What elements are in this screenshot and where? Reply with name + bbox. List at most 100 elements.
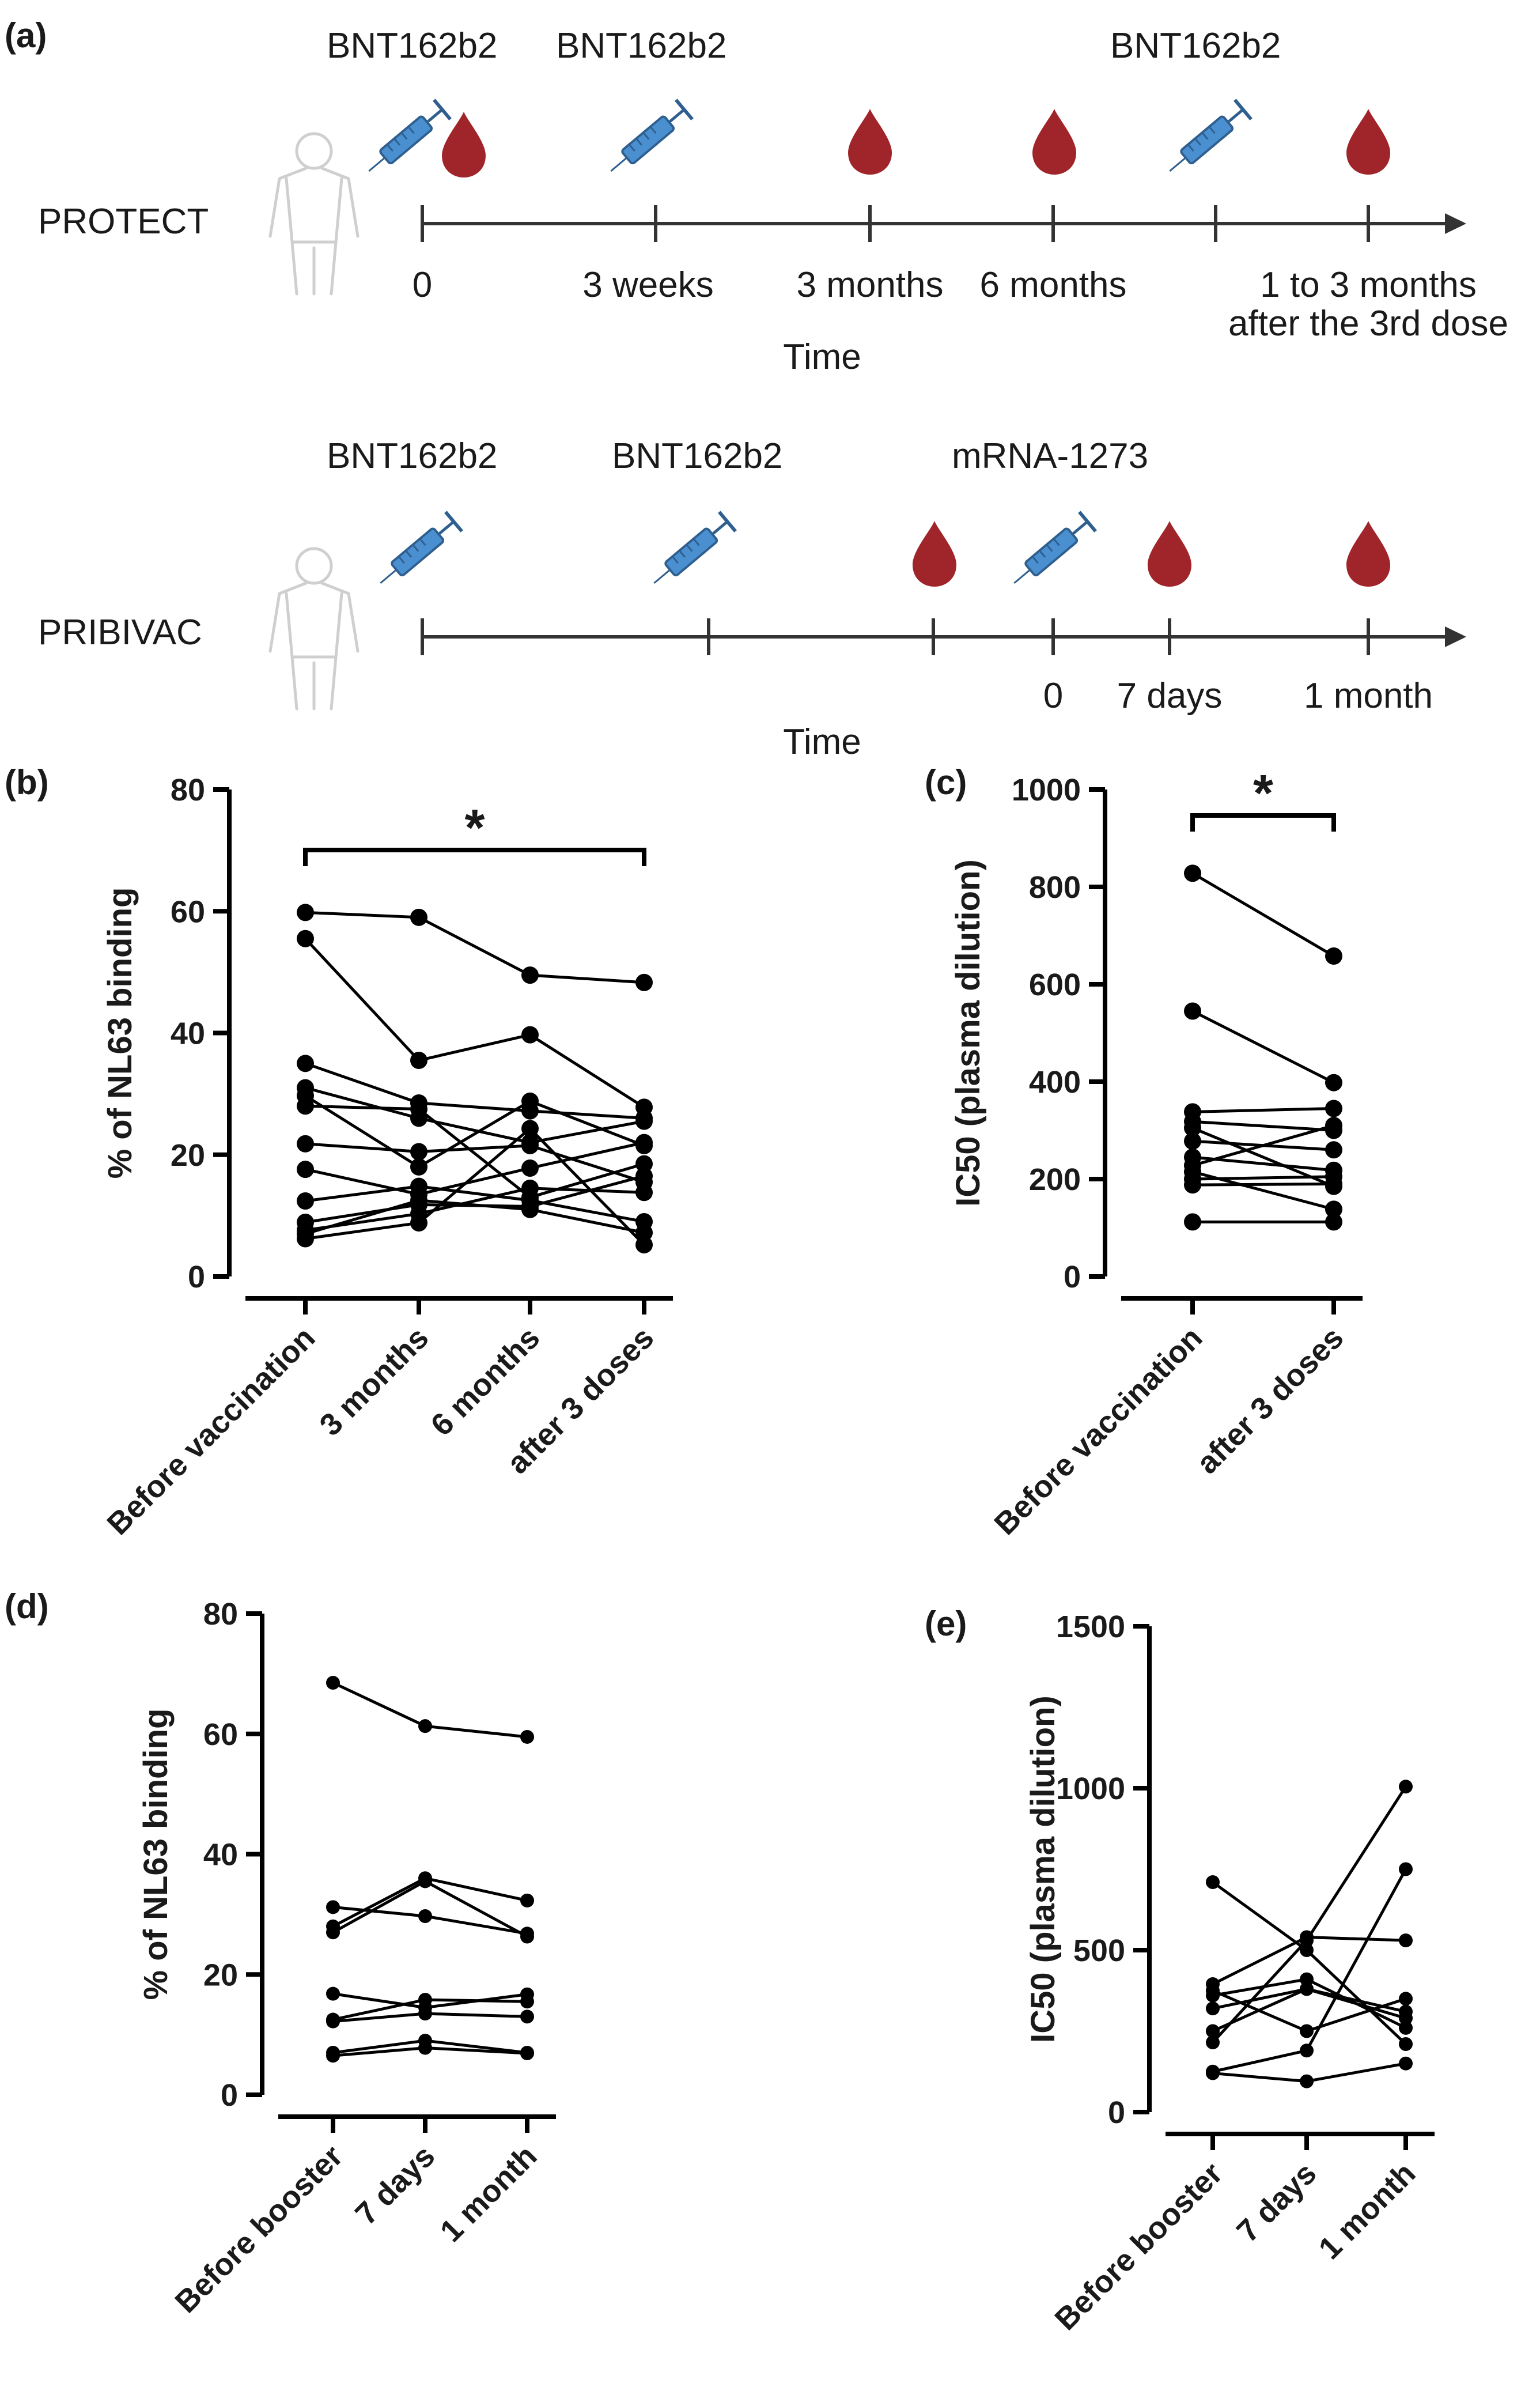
data-point (520, 2010, 534, 2024)
data-point (1206, 2001, 1220, 2016)
protect-time-3w: 3 weeks (582, 265, 713, 305)
data-point (1300, 2074, 1314, 2088)
blood-drop-icon (1346, 109, 1390, 175)
data-point (635, 1184, 653, 1202)
person-icon (270, 549, 358, 709)
data-point (1399, 1992, 1413, 2006)
protect-cohort-label: PROTECT (38, 202, 209, 241)
data-point (1300, 1982, 1314, 1996)
data-point (520, 1893, 534, 1907)
panel-label: (d) (5, 1587, 49, 1626)
data-point (1325, 1074, 1342, 1091)
data-point (410, 1100, 427, 1118)
protect-time-3m: 3 months (796, 265, 943, 305)
data-point (1399, 2037, 1413, 2051)
y-axis-title: % of NL63 binding (137, 1709, 175, 2000)
data-point (635, 1155, 653, 1173)
pribivac-vaccine-2: BNT162b2 (612, 436, 782, 476)
blood-drop-icon (442, 112, 486, 177)
x-category-label: 3 months (313, 1320, 435, 1442)
data-point (418, 1719, 432, 1733)
data-point (635, 1167, 653, 1185)
x-category-label: Before booster (1048, 2156, 1229, 2337)
data-point (521, 966, 539, 984)
series-line (305, 1174, 645, 1224)
series-line (1191, 1010, 1335, 1084)
data-point (1399, 2056, 1413, 2071)
data-point (1184, 1119, 1201, 1137)
y-tick-label: 40 (203, 1838, 238, 1872)
x-category-label: 7 days (349, 2139, 441, 2231)
data-point (410, 1177, 427, 1195)
data-point (521, 1092, 539, 1110)
series-line (304, 938, 645, 1109)
data-point (410, 1158, 427, 1176)
y-tick-label: 200 (1029, 1162, 1081, 1197)
chart-c: (c) 0 200 400 600 800 1000 Before vaccinationaf… (925, 763, 1363, 1542)
series-line (305, 1142, 645, 1184)
protect-vaccine-3: BNT162b2 (1110, 26, 1281, 66)
panel-label: (b) (5, 763, 49, 802)
data-point (410, 1052, 427, 1070)
person-icon (270, 134, 358, 294)
data-point (1325, 1213, 1342, 1231)
data-point (410, 1191, 427, 1209)
blood-drop-icon (848, 109, 892, 175)
data-point (521, 1179, 539, 1197)
data-point (1206, 2066, 1220, 2080)
data-point (297, 1135, 314, 1153)
protect-axis-title: Time (783, 337, 861, 377)
data-point (297, 1055, 314, 1072)
data-point (520, 1995, 534, 2009)
protect-time-post3-line1: 1 to 3 months (1260, 265, 1477, 305)
data-point (297, 1192, 314, 1210)
data-point (326, 1676, 340, 1690)
data-point (326, 1900, 340, 1914)
series-line (305, 911, 645, 984)
y-tick-label: 40 (171, 1017, 205, 1051)
pribivac-time-1m: 1 month (1304, 676, 1433, 716)
data-point (521, 1136, 539, 1154)
pribivac-time-0: 0 (1043, 676, 1063, 716)
data-point (1399, 1933, 1413, 1948)
data-point (1325, 1175, 1342, 1193)
x-category-label: 1 month (434, 2139, 544, 2249)
data-point (1300, 2024, 1314, 2038)
pribivac-cohort-label: PRIBIVAC (38, 613, 202, 652)
blood-drop-icon (1148, 521, 1191, 587)
y-tick-label: 400 (1029, 1065, 1081, 1100)
series-line (305, 1141, 645, 1196)
y-tick-label: 20 (171, 1138, 205, 1173)
data-point (1300, 2044, 1314, 2058)
x-category-label: 1 month (1312, 2156, 1422, 2266)
panel-a-label: (a) (5, 16, 47, 55)
pribivac-vaccine-3: mRNA-1273 (952, 436, 1148, 476)
data-point (1325, 1141, 1342, 1159)
data-point (1399, 1862, 1413, 1876)
series-line (1192, 1175, 1334, 1181)
series-line (305, 1104, 645, 1199)
y-tick-label: 1000 (1056, 1771, 1125, 1806)
data-point (1206, 2024, 1220, 2038)
data-point (418, 1874, 432, 1888)
y-tick-label: 20 (203, 1958, 238, 1992)
data-point (410, 1214, 427, 1232)
data-point (635, 1223, 653, 1241)
data-point (1184, 1213, 1201, 1231)
y-tick-label: 0 (1064, 1260, 1081, 1294)
protect-axis-arrow (1445, 213, 1466, 234)
data-point (520, 1929, 534, 1944)
protect-time-post3-line2: after the 3rd dose (1228, 304, 1508, 343)
data-point (1325, 947, 1342, 965)
data-point (297, 1230, 314, 1248)
syringe-icon (372, 512, 461, 592)
data-point (1300, 1933, 1314, 1948)
syringe-icon (646, 512, 735, 592)
data-point (635, 1112, 653, 1130)
data-point (520, 2046, 534, 2060)
series-line (1212, 1880, 1407, 2045)
panel-label: (c) (925, 763, 967, 802)
series-line (305, 1187, 645, 1232)
